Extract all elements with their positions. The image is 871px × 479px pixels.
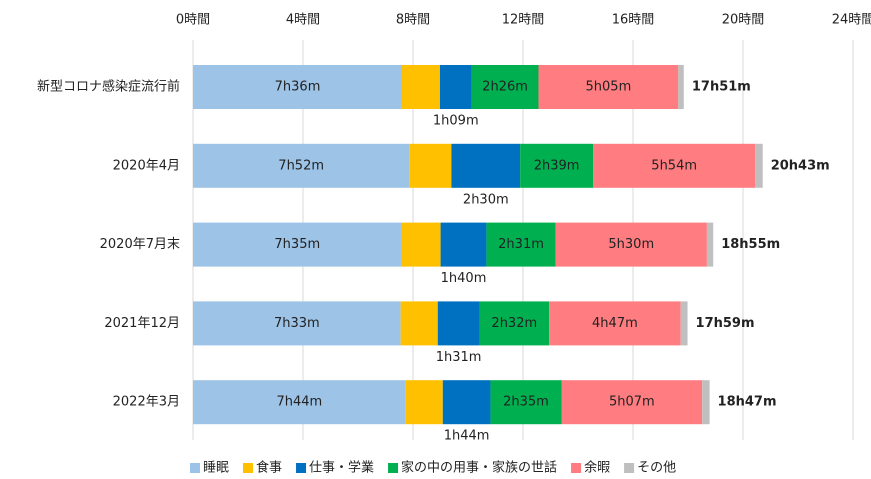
total-label: 17h51m	[692, 80, 751, 95]
legend-label: 睡眠	[203, 461, 229, 476]
legend-swatch	[190, 463, 200, 473]
y-tick-label: 2022年3月	[113, 395, 180, 410]
total-label: 17h59m	[696, 316, 755, 331]
total-label: 18h47m	[718, 395, 777, 410]
legend-label: その他	[637, 461, 676, 476]
x-tick-label: 0時間	[176, 13, 210, 28]
data-label: 2h35m	[503, 395, 549, 410]
x-tick-label: 16時間	[612, 13, 655, 28]
bar-segment	[442, 380, 491, 425]
bar-segment	[193, 301, 401, 346]
bar-segment	[678, 65, 684, 109]
data-label: 5h54m	[651, 158, 697, 173]
data-label: 7h36m	[275, 80, 321, 95]
data-label: 7h33m	[274, 316, 320, 331]
bar-segment	[193, 65, 402, 109]
legend-swatch	[388, 463, 399, 473]
data-label: 2h26m	[482, 80, 528, 95]
bar-segment	[409, 143, 452, 188]
bar-segment	[405, 380, 443, 425]
y-tick-label: 2020年7月末	[100, 237, 180, 252]
bar-segment	[755, 143, 763, 188]
bar-segment	[471, 65, 539, 109]
total-label: 20h43m	[771, 158, 830, 173]
data-label: 5h05m	[586, 80, 632, 95]
data-label: 2h31m	[498, 237, 544, 252]
bar-segment	[702, 380, 710, 425]
x-tick-label: 12時間	[502, 13, 545, 28]
data-label: 5h30m	[608, 237, 654, 252]
data-label: 1h44m	[444, 429, 490, 444]
total-label: 18h55m	[721, 237, 780, 252]
bar-segment	[490, 380, 562, 425]
bar-segment	[437, 301, 480, 346]
bar-segment	[520, 143, 594, 188]
bar-segment	[538, 65, 679, 109]
y-tick-label: 2021年12月	[104, 316, 180, 331]
x-tick-label: 4時間	[286, 13, 320, 28]
data-label: 2h32m	[491, 316, 537, 331]
data-label: 7h35m	[274, 237, 320, 252]
bar-segment	[193, 222, 402, 267]
x-tick-label: 24時間	[832, 13, 871, 28]
bar-segment	[439, 65, 472, 109]
data-label: 2h39m	[534, 158, 580, 173]
data-label: 5h07m	[609, 395, 655, 410]
bar-segment	[593, 143, 756, 188]
legend-swatch	[624, 463, 635, 473]
bar-segment	[451, 143, 521, 188]
data-label: 1h31m	[436, 350, 482, 365]
data-label: 1h40m	[441, 271, 487, 286]
bar-segment	[193, 143, 410, 188]
data-label: 4h47m	[592, 316, 638, 331]
bar-segment	[402, 65, 440, 109]
legend-swatch	[296, 463, 307, 473]
data-label: 7h52m	[278, 158, 324, 173]
bar-segment	[555, 222, 707, 267]
bar-segment	[193, 380, 406, 425]
bar-segment	[680, 301, 688, 346]
legend-label: 家の中の用事・家族の世話	[401, 460, 557, 476]
bar-segment	[486, 222, 556, 267]
bar-segment	[561, 380, 703, 425]
bar-segment	[401, 222, 441, 267]
x-tick-label: 8時間	[396, 13, 430, 28]
legend-swatch	[571, 463, 582, 473]
bar-segment	[549, 301, 681, 346]
legend-label: 余暇	[584, 460, 610, 476]
bar-segment	[706, 222, 714, 267]
data-label: 7h44m	[276, 395, 322, 410]
data-label: 2h30m	[463, 192, 509, 207]
bar-segment	[400, 301, 438, 346]
data-label: 1h09m	[433, 114, 479, 129]
bar-segment	[479, 301, 550, 346]
x-tick-label: 20時間	[722, 13, 765, 28]
legend-label: 食事	[256, 460, 282, 476]
y-tick-label: 2020年4月	[113, 158, 180, 173]
y-tick-label: 新型コロナ感染症流行前	[37, 79, 180, 95]
legend-label: 仕事・学業	[309, 460, 374, 476]
bar-segment	[440, 222, 487, 267]
legend-swatch	[243, 463, 254, 473]
